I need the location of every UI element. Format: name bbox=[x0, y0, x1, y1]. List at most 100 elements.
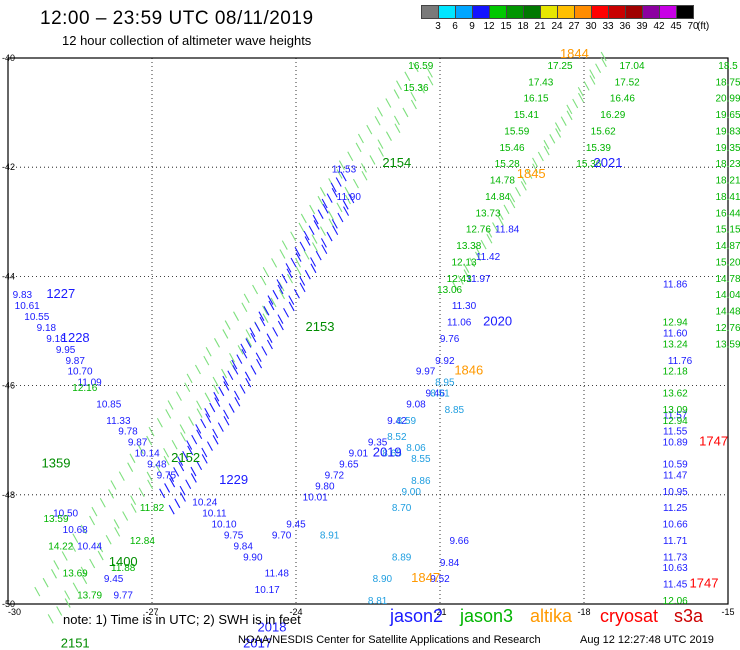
track-id-label: 1359 bbox=[42, 456, 71, 471]
data-label: 10.63 bbox=[663, 563, 688, 574]
swath-tick bbox=[474, 245, 481, 256]
colorbar-label: 6 bbox=[452, 21, 458, 32]
data-label: 9.52 bbox=[430, 574, 450, 585]
data-label: 13.73 bbox=[475, 208, 500, 219]
legend-jason3: jason3 bbox=[460, 606, 514, 626]
data-label: 11.84 bbox=[495, 225, 520, 236]
swath-tick bbox=[185, 479, 192, 490]
data-label: 18.21 bbox=[715, 176, 740, 187]
swath-tick bbox=[295, 252, 302, 262]
swath-tick bbox=[337, 212, 344, 223]
swath-tick bbox=[277, 320, 284, 331]
data-label: 11.42 bbox=[476, 252, 501, 263]
track-id-label: 1400 bbox=[109, 554, 138, 569]
colorbar-label: 70 bbox=[687, 21, 699, 32]
swath-tick bbox=[262, 266, 269, 277]
swath-tick bbox=[233, 390, 240, 401]
legend-altika: altika bbox=[530, 606, 573, 626]
swath-tick bbox=[127, 462, 134, 472]
swath-tick bbox=[303, 230, 310, 241]
data-label: 8.52 bbox=[387, 432, 407, 443]
colorbar-unit: (ft) bbox=[697, 21, 710, 32]
swath-tick bbox=[340, 171, 347, 182]
data-label: 9.45 bbox=[104, 574, 124, 585]
swath-tick bbox=[212, 428, 219, 439]
swath-tick bbox=[42, 577, 49, 588]
data-label: 16.59 bbox=[408, 61, 433, 72]
swath-tick bbox=[256, 358, 263, 369]
swath-tick bbox=[81, 574, 88, 585]
swath-tick bbox=[221, 368, 228, 379]
track-id-label: 1747 bbox=[699, 434, 728, 449]
swath-tick bbox=[583, 81, 590, 91]
swath-tick bbox=[266, 339, 273, 350]
swath-tick bbox=[410, 91, 417, 102]
chart-subtitle: 12 hour collection of altimeter wave hei… bbox=[62, 33, 312, 48]
swath-tick bbox=[99, 497, 106, 508]
swath-tick bbox=[331, 219, 338, 229]
swath-tick bbox=[393, 115, 400, 126]
data-label: 9.45 bbox=[286, 520, 306, 531]
swath-tick bbox=[222, 329, 229, 339]
data-label: 9.97 bbox=[416, 367, 436, 378]
swath-tick bbox=[47, 614, 54, 624]
swath-tick bbox=[237, 345, 244, 355]
data-label: 11.60 bbox=[663, 328, 688, 339]
swath-tick bbox=[146, 435, 153, 446]
colorbar-label: 30 bbox=[585, 21, 597, 32]
data-label: 17.43 bbox=[528, 77, 553, 88]
data-label: 12.13 bbox=[451, 257, 476, 268]
data-label: 11.57 bbox=[663, 410, 688, 421]
swath-tick bbox=[118, 471, 125, 481]
swath-tick bbox=[186, 440, 193, 450]
data-label: 17.52 bbox=[615, 77, 640, 88]
swath-tick bbox=[418, 83, 425, 94]
swath-tick bbox=[218, 386, 225, 397]
swath-tick bbox=[56, 606, 63, 616]
swath-tick bbox=[97, 550, 104, 561]
data-label: 12.94 bbox=[663, 416, 688, 427]
swath-tick bbox=[217, 422, 224, 432]
swath-tick bbox=[285, 263, 292, 273]
swath-tick bbox=[393, 89, 400, 99]
swath-tick bbox=[245, 377, 252, 388]
swath-tick bbox=[352, 178, 359, 189]
colorbar-label: 12 bbox=[483, 21, 495, 32]
swath-tick bbox=[509, 198, 516, 209]
swath-tick bbox=[53, 560, 60, 570]
swath-tick bbox=[317, 195, 324, 206]
swath-tick bbox=[486, 228, 493, 238]
data-label: 9.35 bbox=[368, 438, 388, 449]
swath-tick bbox=[514, 186, 521, 197]
credit-line: NOAA/NESDIS Center for Satellite Applica… bbox=[238, 634, 541, 646]
data-label: 11.45 bbox=[663, 580, 688, 591]
data-label: 9.95 bbox=[56, 345, 76, 356]
data-label: 11.82 bbox=[140, 503, 165, 514]
data-label: 8.95 bbox=[435, 378, 455, 389]
swath-tick bbox=[347, 151, 354, 162]
data-label: 18.5 bbox=[718, 61, 738, 72]
data-label: 10.17 bbox=[255, 585, 280, 596]
swath-tick bbox=[167, 400, 174, 410]
data-label: 14.22 bbox=[48, 541, 73, 552]
data-label: 18.41 bbox=[715, 192, 740, 203]
swath-tick bbox=[213, 391, 220, 402]
swath-tick bbox=[267, 295, 274, 305]
x-tick-label: -30 bbox=[8, 607, 21, 617]
x-tick-label: -24 bbox=[289, 607, 302, 617]
track-id-label: 2153 bbox=[306, 319, 335, 334]
swath-tick bbox=[171, 440, 178, 450]
swath-tick bbox=[203, 355, 210, 366]
swath-tick bbox=[474, 251, 481, 262]
swath-tick bbox=[232, 365, 239, 375]
colorbar-label: 36 bbox=[619, 21, 631, 32]
track-id-label: 2019 bbox=[373, 445, 402, 460]
swath-tick bbox=[260, 275, 267, 286]
swath-tick bbox=[245, 338, 252, 348]
data-label: 16.15 bbox=[523, 94, 548, 105]
data-label: 16.46 bbox=[610, 94, 635, 105]
swath-tick bbox=[331, 187, 338, 198]
swath-tick bbox=[240, 343, 247, 354]
swath-tick bbox=[336, 202, 343, 213]
data-label: 18.23 bbox=[715, 159, 740, 170]
